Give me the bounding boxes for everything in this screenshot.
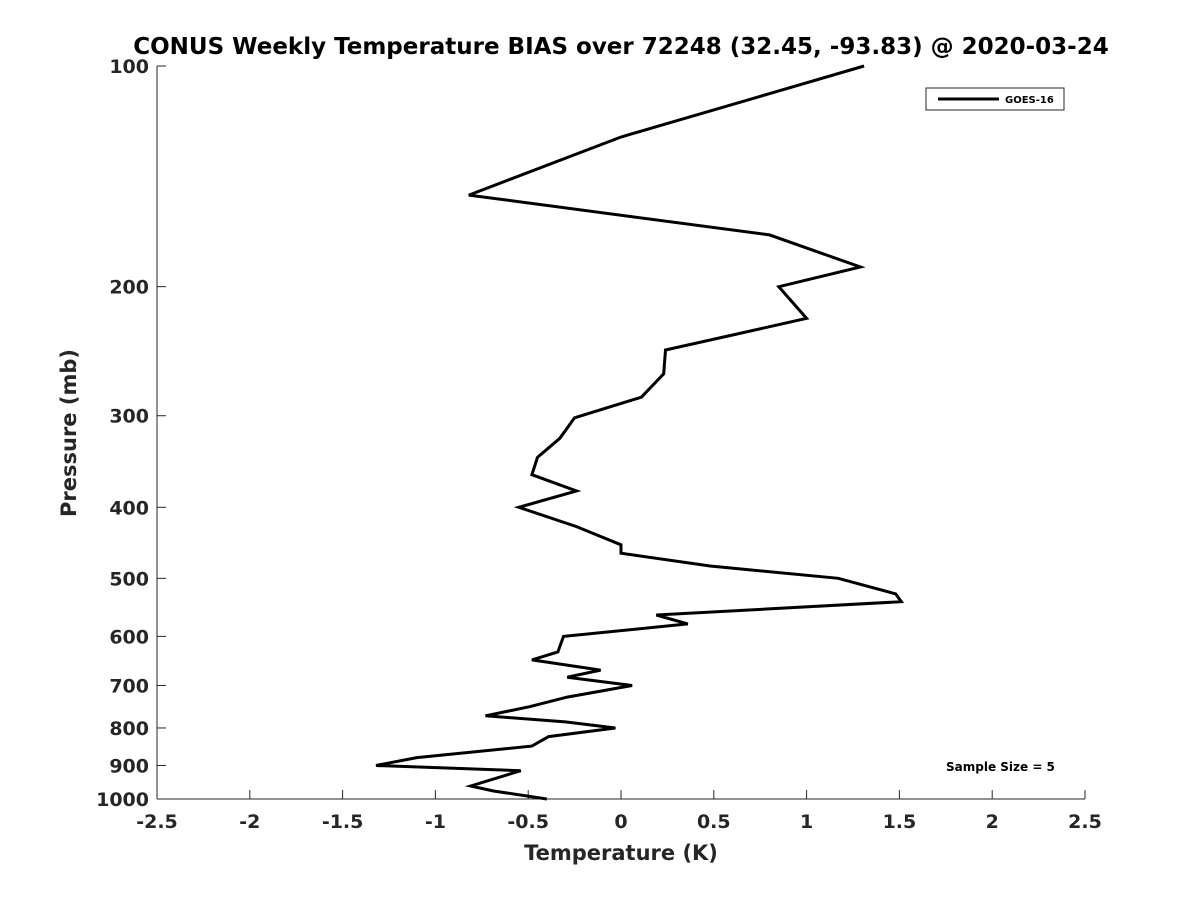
y-tick-label: 800: [109, 718, 149, 740]
y-tick-label: 300: [109, 406, 149, 428]
x-tick-label: 0.5: [697, 811, 731, 833]
y-tick-label: 400: [109, 497, 149, 519]
series-line-0: [375, 64, 905, 801]
x-tick-label: 0: [614, 811, 627, 833]
y-tick-label: 100: [109, 56, 149, 78]
x-axis-title: Temperature (K): [524, 841, 718, 865]
y-tick-label: 900: [109, 755, 149, 777]
x-tick-label: -2: [239, 811, 260, 833]
series: [375, 64, 905, 801]
x-tick-label: -1: [425, 811, 446, 833]
y-tick-label: 1000: [96, 789, 149, 811]
x-tick-label: -0.5: [507, 811, 549, 833]
x-tick-label: 1.5: [883, 811, 917, 833]
legend-label: GOES-16: [1005, 95, 1054, 106]
y-axis-title: Pressure (mb): [57, 349, 81, 517]
y-tick-label: 700: [109, 675, 149, 697]
chart-title: CONUS Weekly Temperature BIAS over 72248…: [133, 34, 1108, 60]
x-tick-label: 2: [986, 811, 999, 833]
y-tick-label: 200: [109, 277, 149, 299]
y-tick-label: 500: [109, 568, 149, 590]
x-tick-label: -1.5: [322, 811, 364, 833]
y-tick-label: 600: [109, 626, 149, 648]
legend: GOES-16: [925, 87, 1065, 111]
axes: [156, 66, 1085, 800]
sample-size-annotation: Sample Size = 5: [946, 760, 1055, 774]
x-tick-label: 1: [800, 811, 813, 833]
ticks: -2.5 -2 -1.5 -1 -0.5 0 0.5 1 1.5 2 2.5 100 200 300 400…: [96, 56, 1102, 833]
x-tick-label: -2.5: [136, 811, 178, 833]
x-tick-label: 2.5: [1068, 811, 1102, 833]
